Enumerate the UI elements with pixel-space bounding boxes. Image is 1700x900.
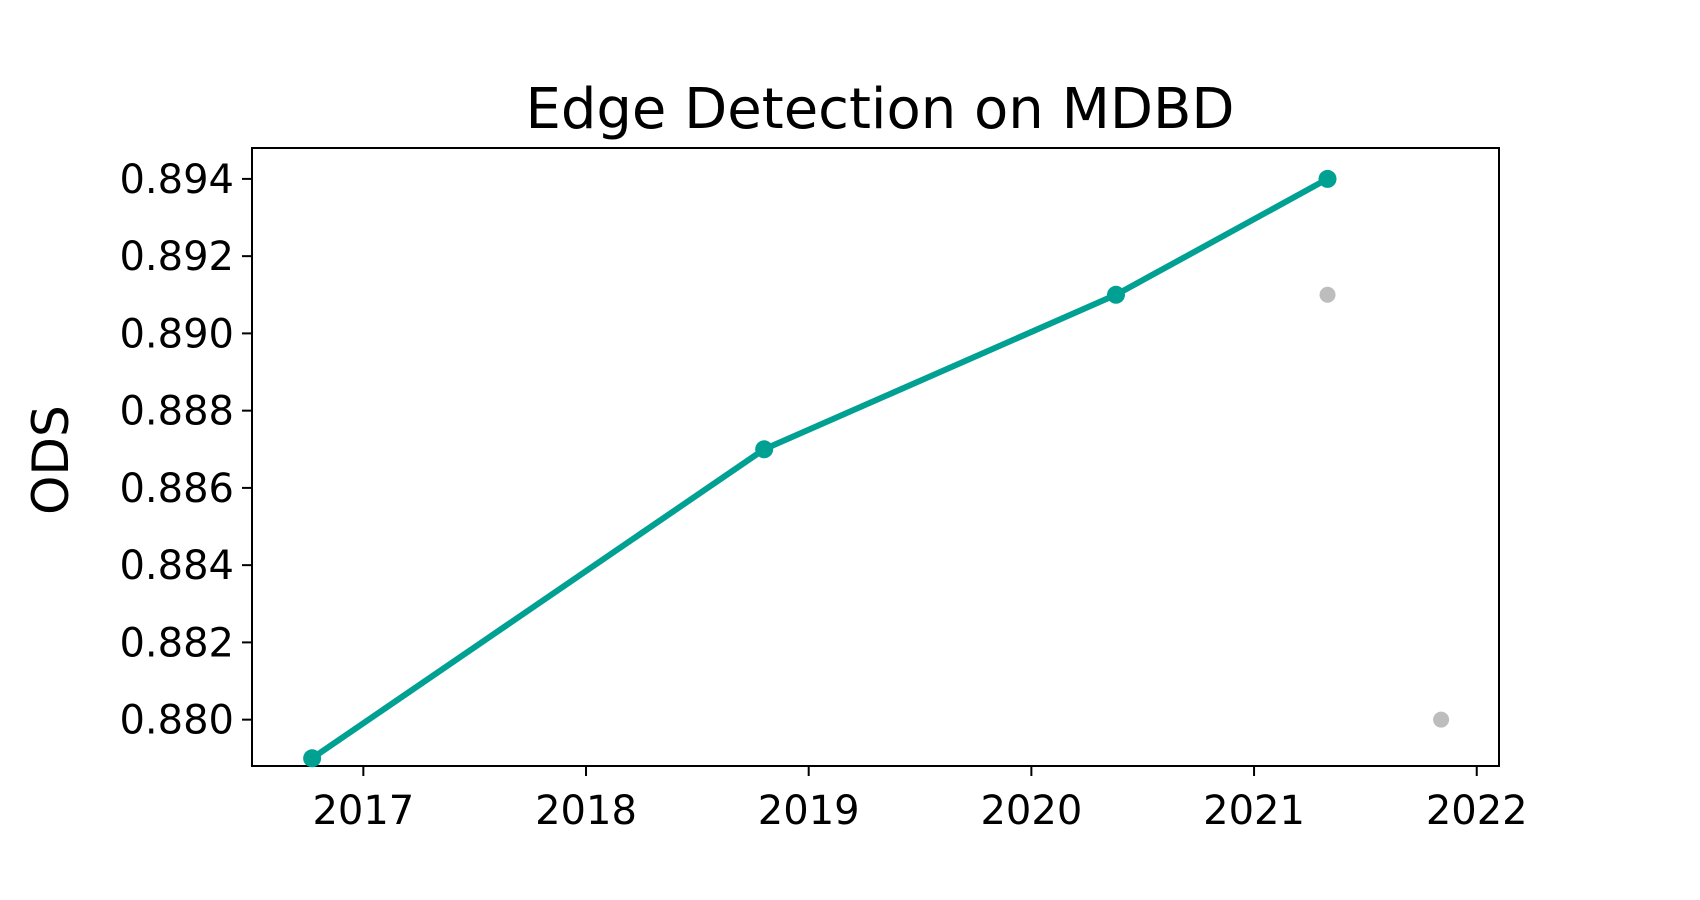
x-tick-label: 2021 (1203, 788, 1305, 834)
plot-area: 2017 2018 2019 2020 2021 2022 0.880 0.882 0.884… (119, 147, 1528, 834)
y-tick-label: 0.890 (119, 311, 234, 357)
y-tick-label: 0.892 (119, 234, 234, 280)
chart-title: Edge Detection on MDBD (525, 77, 1234, 142)
y-tick-label: 0.894 (119, 157, 234, 203)
x-tick-label: 2019 (758, 788, 860, 834)
y-tick-label: 0.888 (119, 389, 234, 435)
x-tick-label: 2017 (312, 788, 414, 834)
x-tick-label: 2022 (1426, 788, 1528, 834)
y-axis: 0.880 0.882 0.884 0.886 0.888 0.890 0.892 0.894 (119, 157, 252, 744)
series-layer (303, 169, 1450, 768)
series-point (755, 440, 774, 459)
y-tick-label: 0.884 (119, 543, 234, 589)
other-point (1433, 711, 1450, 728)
y-tick-label: 0.886 (119, 466, 234, 512)
y-axis-label: ODS (22, 405, 80, 515)
y-tick-label: 0.882 (119, 620, 234, 666)
series-line (309, 175, 1331, 762)
y-tick-label: 0.880 (119, 698, 234, 744)
other-point (1319, 286, 1336, 303)
x-axis: 2017 2018 2019 2020 2021 2022 (312, 766, 1528, 834)
x-tick-label: 2020 (980, 788, 1082, 834)
series-point (1318, 169, 1337, 188)
series-point (1106, 285, 1125, 304)
x-tick-label: 2018 (535, 788, 637, 834)
series-point (303, 749, 322, 768)
plot-frame (251, 147, 1500, 767)
